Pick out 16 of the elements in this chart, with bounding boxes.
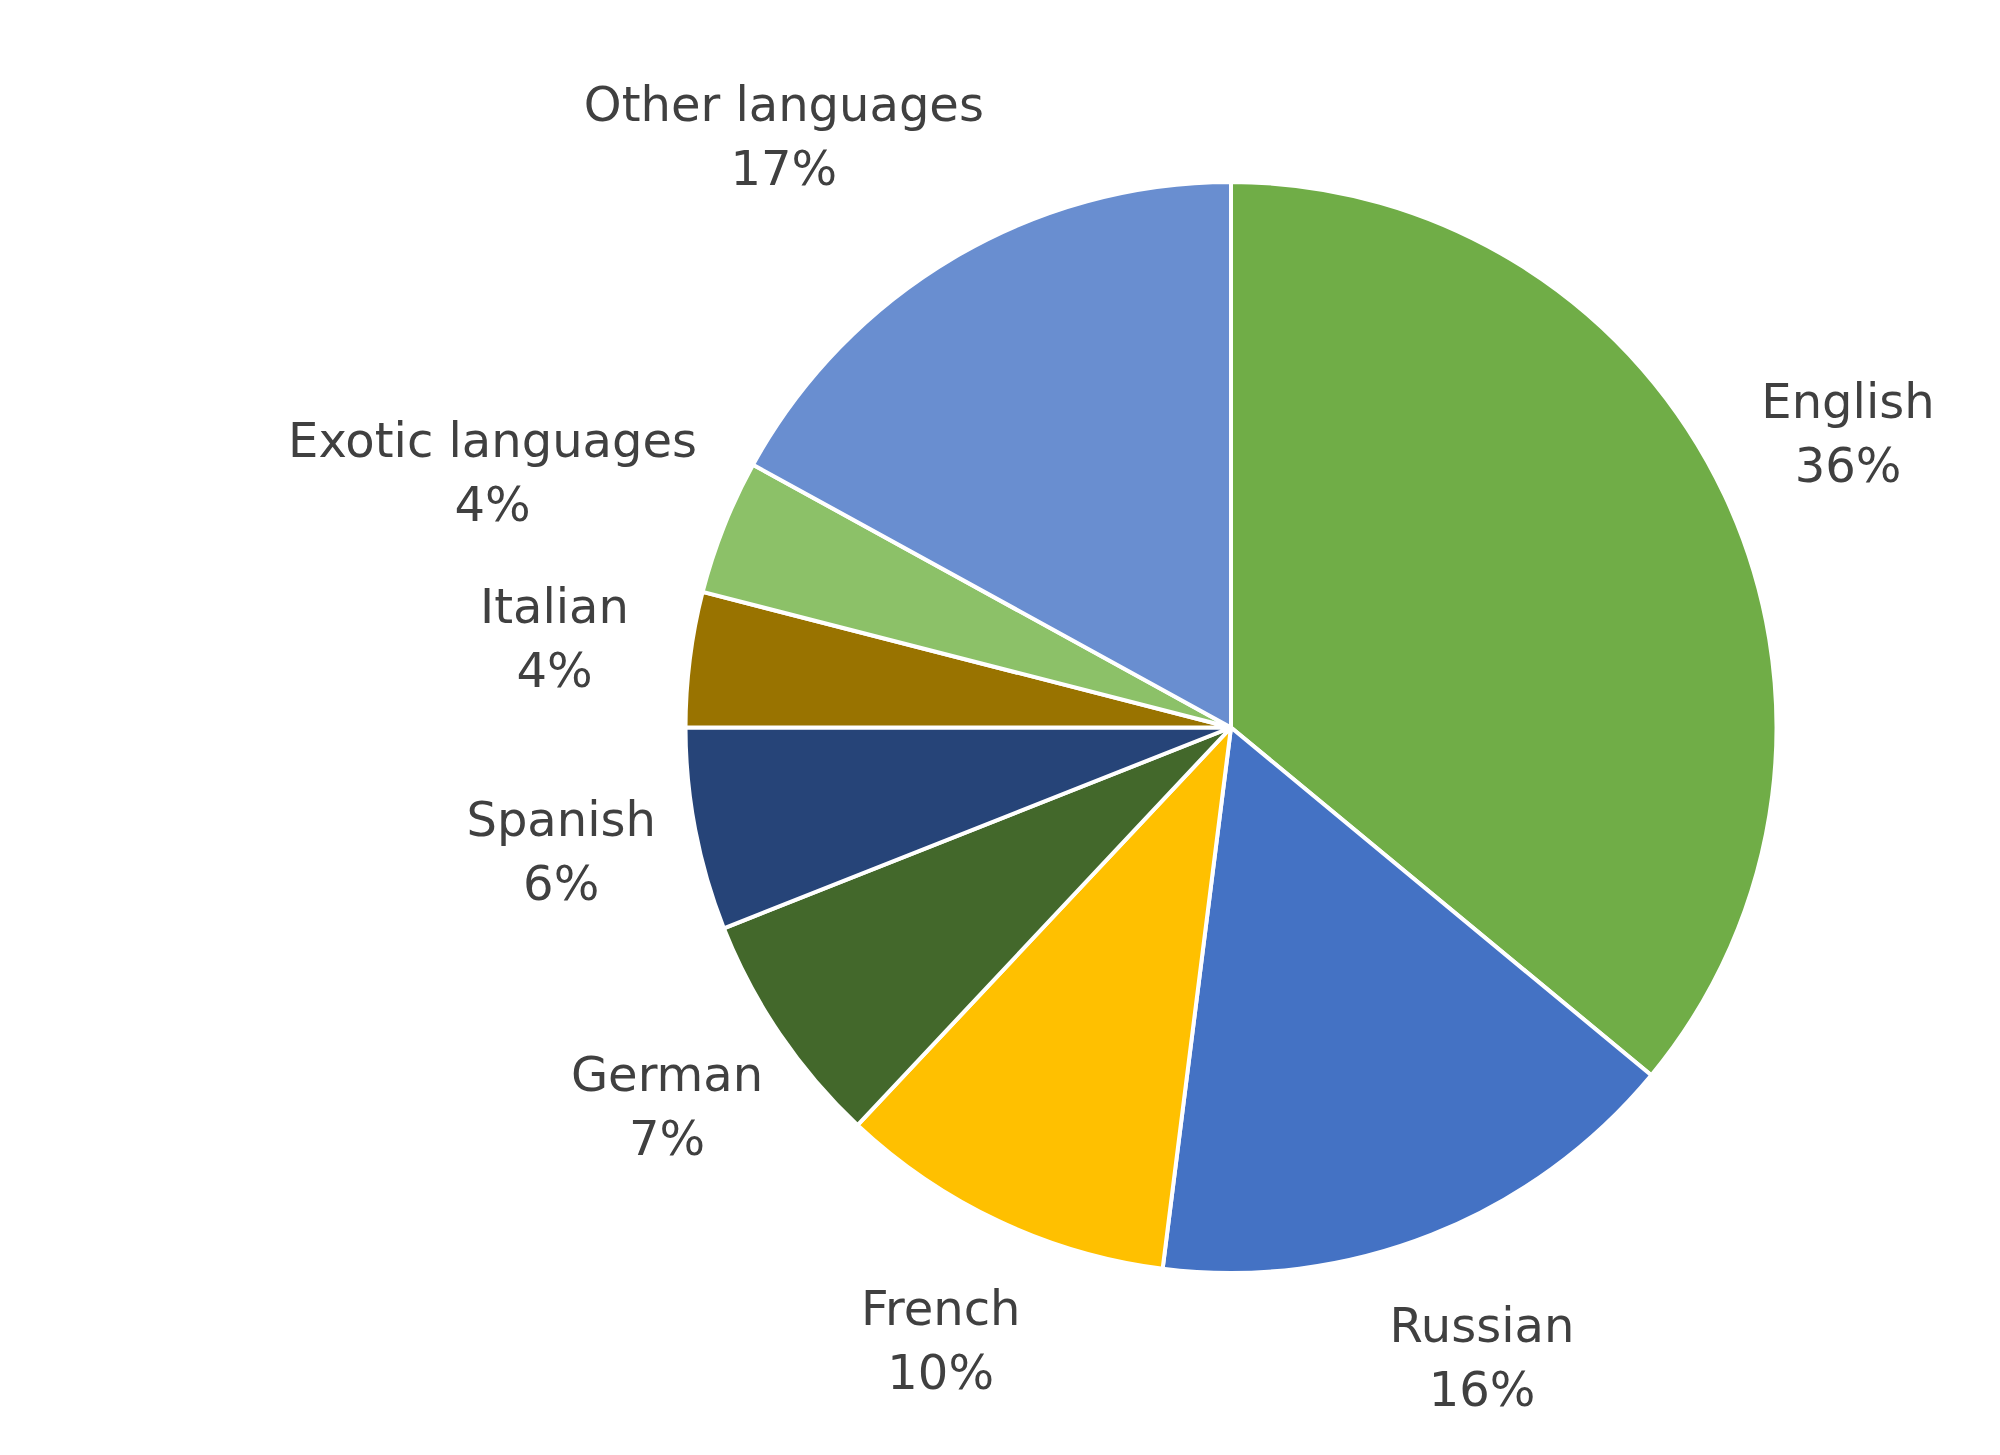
data-label: 36% xyxy=(1794,436,1902,493)
slice-label: Italian xyxy=(480,577,629,634)
data-label: 4% xyxy=(454,475,531,532)
data-label: 4% xyxy=(516,641,593,698)
data-label: 10% xyxy=(887,1343,995,1400)
slice-label: Spanish xyxy=(466,790,656,847)
slice-label: German xyxy=(570,1046,764,1103)
slice-label: Russian xyxy=(1389,1296,1575,1353)
slice-label: Other languages xyxy=(583,76,984,133)
slice-label: English xyxy=(1761,372,1935,429)
slice-label: Exotic languages xyxy=(288,411,698,468)
data-label: 6% xyxy=(523,854,600,911)
data-label: 17% xyxy=(730,140,838,197)
data-label: 7% xyxy=(628,1110,706,1167)
slice-label: French xyxy=(860,1279,1021,1336)
data-label: 16% xyxy=(1428,1360,1536,1417)
